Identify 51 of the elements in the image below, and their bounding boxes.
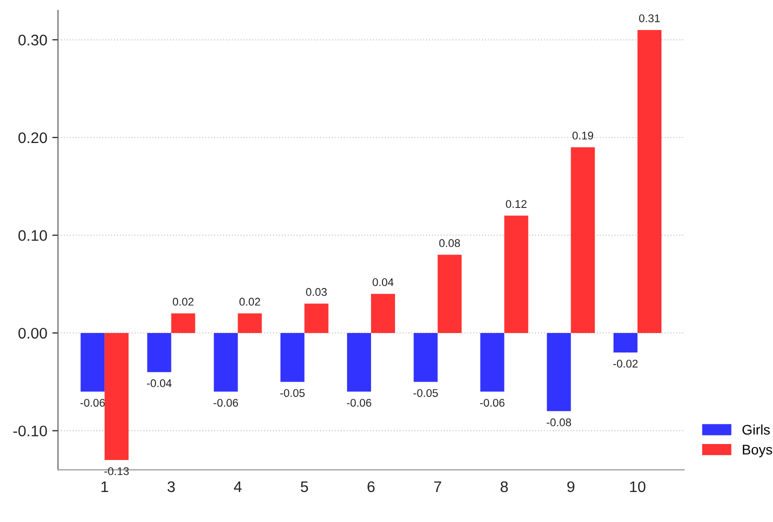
legend-label: Girls [742,424,770,435]
bar [570,147,595,333]
x-tick-label: 7 [434,481,442,492]
bar [147,332,172,372]
bar [438,254,462,333]
data-label: 0.31 [639,14,660,22]
bar [214,332,238,392]
bar [280,332,304,382]
data-label: -0.06 [480,398,504,407]
data-label: -0.08 [546,418,572,426]
data-label: -0.04 [147,379,172,388]
y-tick-label: 0.20 [18,132,47,144]
data-label: -0.02 [613,360,638,368]
bar [304,304,328,333]
bar [347,332,372,392]
legend-label: Boys [742,444,772,458]
bar [80,332,105,392]
data-label: -0.05 [280,389,305,397]
data-label: 0.04 [372,278,394,286]
bar [238,313,262,333]
bar [614,332,638,353]
data-label: -0.13 [104,467,129,476]
data-label: 0.19 [572,132,594,140]
y-tick-label: 0.00 [18,328,47,339]
x-tick-label: 6 [368,481,375,492]
bar [171,313,196,333]
y-tick-label: 0.10 [18,230,47,241]
x-tick-label: 9 [567,481,574,492]
data-label: 0.03 [306,288,327,296]
x-tick-label: 1 [102,481,108,492]
x-tick-label: 3 [168,481,175,492]
x-tick-label: 10 [630,481,646,492]
x-tick-label: 8 [500,481,508,492]
data-label: -0.06 [214,398,238,407]
data-label: 0.08 [439,239,460,248]
bar [480,332,504,392]
x-tick-label: 4 [234,481,242,492]
data-label: 0.02 [172,298,194,306]
data-label: 0.02 [239,298,260,306]
data-label: 0.12 [506,200,527,208]
data-label: -0.05 [413,389,438,397]
bar [637,30,662,333]
bar [104,332,129,460]
y-tick-label: 0.30 [18,34,47,46]
bar [546,332,571,412]
bar [371,294,396,333]
data-label: -0.06 [346,398,372,407]
y-tick-label: -0.10 [13,426,47,436]
bar [504,216,528,333]
bar [414,332,438,382]
x-tick-label: 5 [300,481,308,492]
